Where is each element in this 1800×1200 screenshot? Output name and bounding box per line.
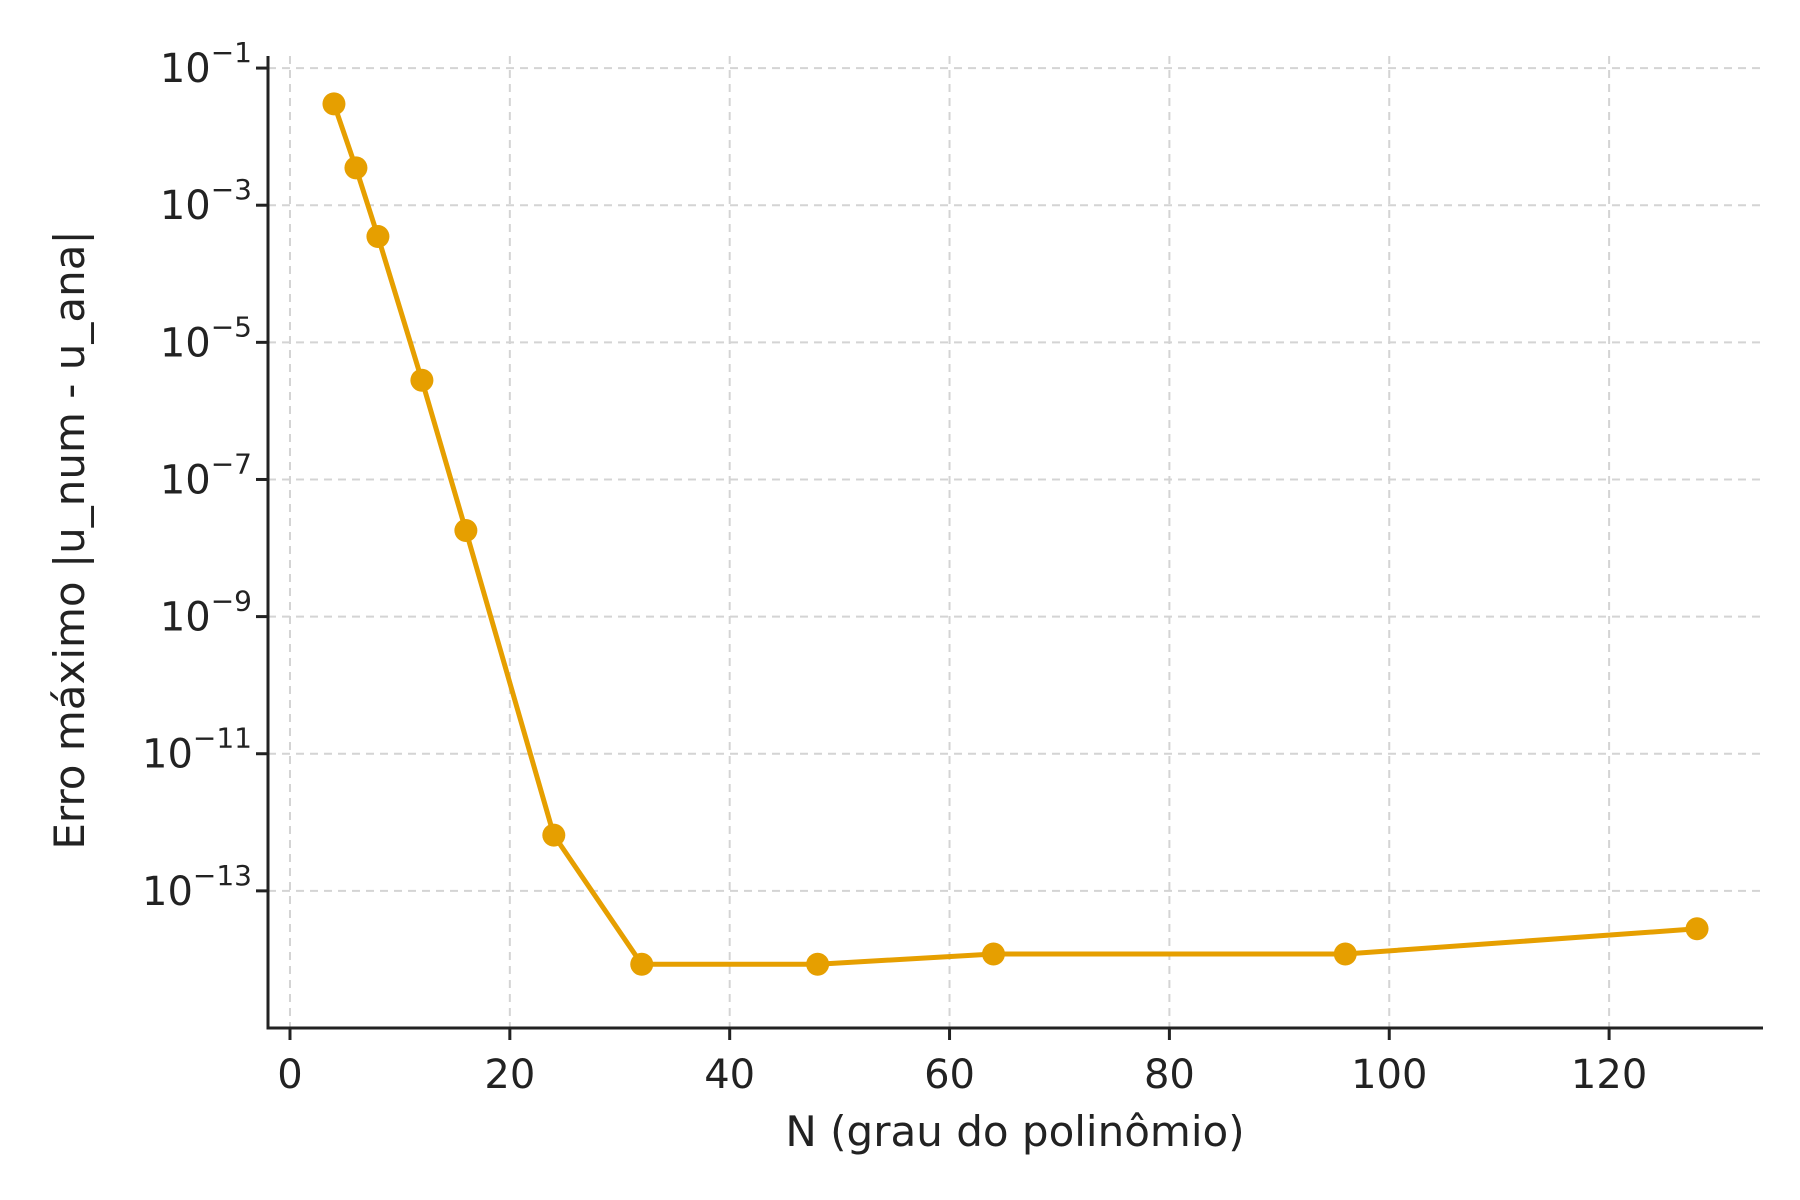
y-tick-label-exponent: −5 [211,310,252,343]
y-tick-label: 10−13 [142,859,252,915]
y-axis-title: Erro máximo |u_num - u_ana| [45,230,94,849]
series-layer [322,92,1709,976]
x-tick-label: 60 [924,1052,975,1098]
axes [266,56,1763,1030]
data-point [630,952,654,976]
y-tick-label-exponent: −1 [211,36,252,69]
y-tick-label: 10−1 [160,36,252,92]
data-point [344,156,368,180]
data-point [806,952,830,976]
x-tick-label: 120 [1571,1052,1647,1098]
y-tick-label-base: 10 [160,595,211,641]
data-point [366,224,390,248]
x-ticks: 0 20 40 60 80 100 120 [277,1028,1647,1098]
y-tick-label: 10−5 [160,310,252,366]
y-tick-label-base: 10 [142,869,193,915]
y-tick-label-base: 10 [160,320,211,366]
data-point [410,368,434,392]
data-point [982,942,1006,966]
x-tick-label: 40 [704,1052,755,1098]
y-tick-label-exponent: −13 [193,859,252,892]
y-tick-label-base: 10 [160,183,211,229]
data-point [542,823,566,847]
y-tick-label: 10−11 [142,722,252,778]
data-point [454,519,478,543]
y-tick-label: 10−9 [160,585,252,641]
data-point [1333,942,1357,966]
y-tick-label: 10−3 [160,173,252,229]
grid [268,56,1763,1028]
y-tick-label: 10−7 [160,447,252,503]
x-tick-label: 0 [277,1052,302,1098]
series-line [331,103,1698,967]
x-axis-title: N (grau do polinômio) [785,1107,1244,1156]
data-point [322,92,346,116]
x-tick-label: 20 [484,1052,535,1098]
y-tick-label-exponent: −7 [211,447,252,480]
x-tick-label: 80 [1144,1052,1195,1098]
x-tick-label: 100 [1351,1052,1427,1098]
data-point [1685,917,1709,941]
y-tick-label-exponent: −9 [211,585,252,618]
y-tick-label-base: 10 [142,732,193,778]
y-tick-label-base: 10 [160,457,211,503]
y-tick-label-exponent: −3 [211,173,252,206]
y-tick-label-base: 10 [160,46,211,92]
y-tick-label-exponent: −11 [193,722,252,755]
